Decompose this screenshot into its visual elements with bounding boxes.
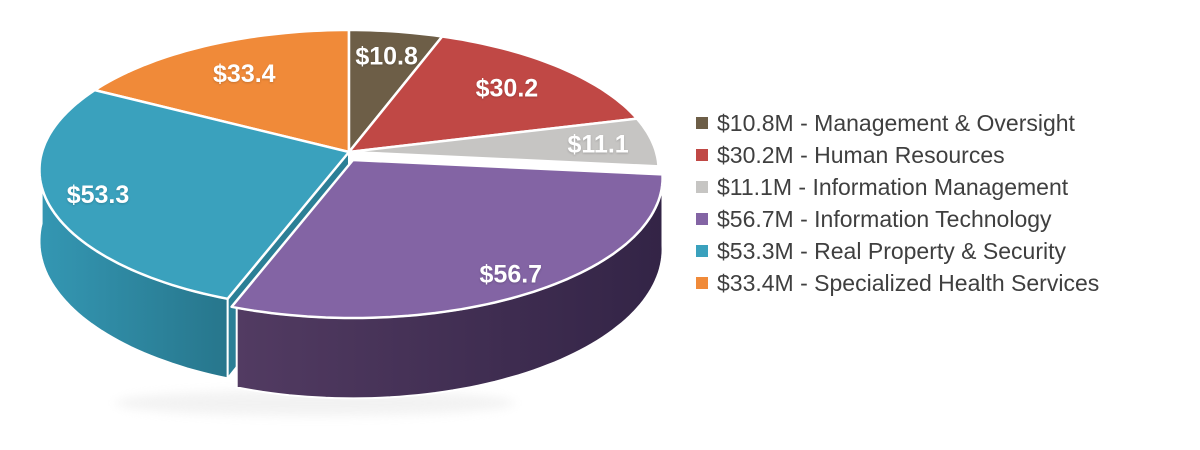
legend-item-specialized-health-services: $33.4M - Specialized Health Services xyxy=(696,267,1099,299)
legend-swatch-icon xyxy=(696,149,708,161)
legend-item-real-property-security: $53.3M - Real Property & Security xyxy=(696,235,1099,267)
legend-swatch-icon xyxy=(696,213,708,225)
slice-value-label: $30.2 xyxy=(476,74,539,102)
legend-label: $11.1M - Information Management xyxy=(717,174,1069,200)
legend-swatch-icon xyxy=(696,117,708,129)
legend-label: $53.3M - Real Property & Security xyxy=(717,238,1066,264)
pie-slice-information-management xyxy=(347,117,660,168)
legend-label: $33.4M - Specialized Health Services xyxy=(717,270,1100,296)
slice-value-label: $33.4 xyxy=(213,60,276,88)
legend-swatch-icon xyxy=(696,245,708,257)
slice-value-label: $11.1 xyxy=(568,130,629,158)
legend-item-information-management: $11.1M - Information Management xyxy=(696,171,1099,203)
pie-slice-real-property-security xyxy=(38,88,351,301)
slice-value-label: $56.7 xyxy=(480,261,543,289)
legend: $10.8M - Management & Oversight $30.2M - … xyxy=(696,107,1099,299)
legend-label: $56.7M - Information Technology xyxy=(717,206,1052,232)
legend-item-human-resources: $30.2M - Human Resources xyxy=(696,139,1099,171)
legend-swatch-icon xyxy=(696,277,708,289)
slice-value-label: $10.8 xyxy=(355,42,418,70)
pie-slice-information-technology xyxy=(230,158,664,320)
legend-swatch-icon xyxy=(696,181,708,193)
legend-item-management-oversight: $10.8M - Management & Oversight xyxy=(696,107,1099,139)
legend-label: $10.8M - Management & Oversight xyxy=(717,110,1075,136)
legend-item-information-technology: $56.7M - Information Technology xyxy=(696,203,1099,235)
legend-label: $30.2M - Human Resources xyxy=(717,142,1005,168)
pie-slice-specialized-health-services xyxy=(93,28,351,154)
pie-shadow xyxy=(115,390,515,416)
slice-value-label: $53.3 xyxy=(67,181,130,209)
pie-slice-human-resources xyxy=(347,35,639,154)
